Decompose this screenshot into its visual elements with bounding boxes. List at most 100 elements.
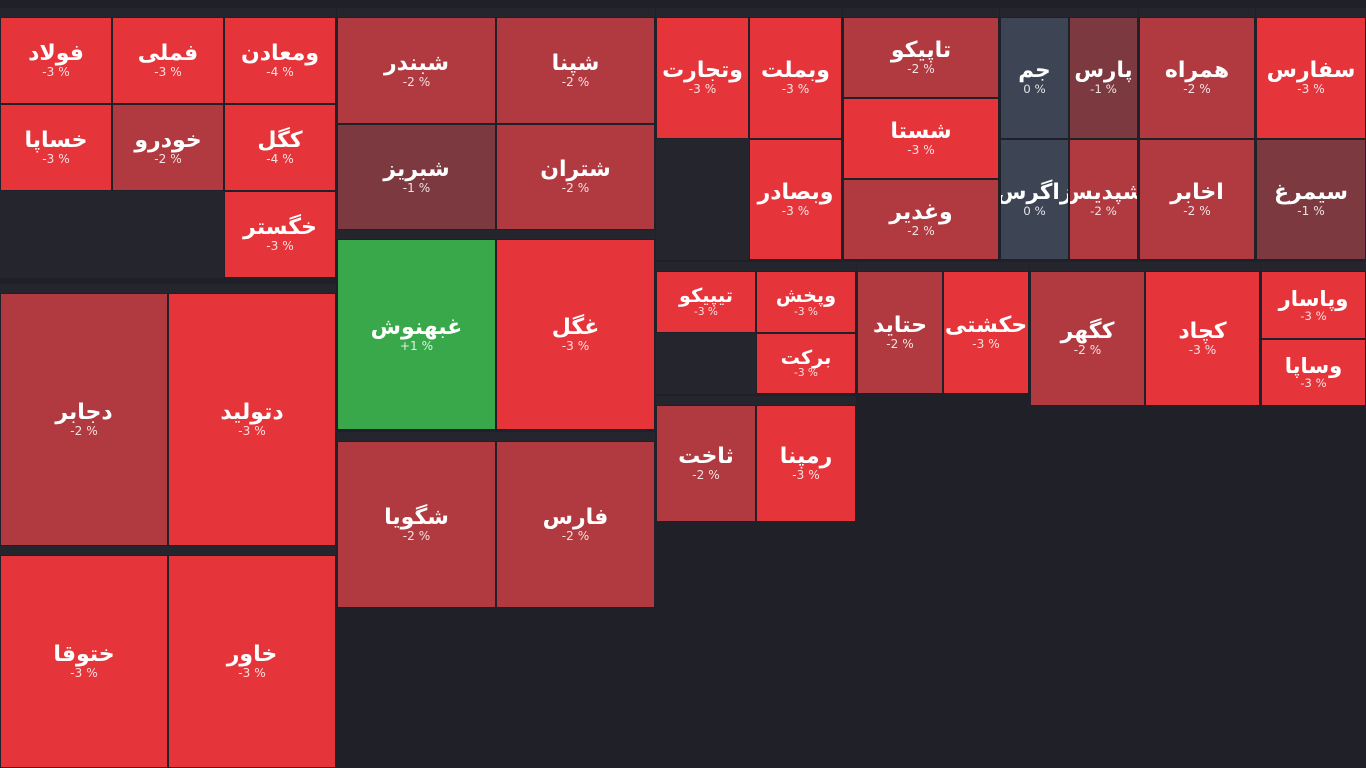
- stock-tile[interactable]: شپدیس-2 %: [1069, 138, 1138, 260]
- stock-symbol: سیمرغ: [1273, 179, 1349, 205]
- sector-3: تاپیکو -2 % شستا -3 % وغدیر -2 %: [843, 8, 999, 260]
- stock-symbol: کچاد: [1178, 318, 1227, 344]
- stock-tile[interactable]: فولاد -3 %: [0, 17, 112, 104]
- stock-change: -1 %: [1297, 203, 1325, 218]
- stock-tile[interactable]: حتاید -2 %: [857, 271, 943, 394]
- stock-tile[interactable]: خودرو -2 %: [112, 104, 224, 191]
- stock-change: -3 %: [1188, 342, 1217, 357]
- stock-tile[interactable]: زاگرس 0 %: [1000, 138, 1069, 260]
- stock-change: -2 %: [561, 74, 590, 89]
- stock-change: -3 %: [794, 367, 818, 379]
- stock-symbol: شبندر: [384, 50, 449, 76]
- stock-tile[interactable]: جم 0 %: [1000, 17, 1069, 139]
- stock-change: -3 %: [266, 238, 294, 253]
- sector-11: کچاد -3 % کگهر -2 %: [1030, 262, 1260, 406]
- stock-tile[interactable]: سیمرغ -1 %: [1256, 138, 1366, 260]
- stock-symbol: جم: [1018, 58, 1051, 84]
- stock-tile[interactable]: تاپیکو -2 %: [843, 17, 999, 98]
- stock-tile[interactable]: شبندر -2 %: [337, 17, 496, 124]
- sector-title: [337, 230, 655, 239]
- stock-tile[interactable]: خاور -3 %: [168, 555, 336, 768]
- stock-change: -2 %: [561, 181, 590, 196]
- stock-tile[interactable]: کگل -4 %: [224, 104, 336, 191]
- stock-tile[interactable]: کگهر -2 %: [1030, 271, 1145, 406]
- stock-symbol: وبملت: [761, 58, 830, 83]
- stock-symbol: برکت: [780, 345, 832, 369]
- stock-change: -2 %: [70, 423, 98, 438]
- sector-title: [0, 8, 336, 17]
- stock-tile[interactable]: وساپا -3 %: [1261, 338, 1366, 406]
- stock-tile[interactable]: خگستر -3 %: [224, 191, 336, 278]
- stock-change: -3 %: [907, 142, 935, 157]
- sector-0: ومعادن -4 % فملی -3 % فولاد -3 % کگل -4 % خودرو -…: [0, 8, 336, 278]
- stock-tile[interactable]: دجابر -2 %: [0, 293, 168, 546]
- stock-symbol: شپنا: [551, 50, 600, 76]
- stock-change: -3 %: [154, 64, 182, 79]
- stock-tile[interactable]: غگل -3 %: [496, 239, 655, 430]
- stock-symbol: وپخش: [775, 284, 837, 308]
- stock-tile[interactable]: رمپنا -3 %: [756, 405, 856, 522]
- stock-tile[interactable]: خساپا -3 %: [0, 104, 112, 191]
- stock-change: -3 %: [42, 151, 70, 166]
- sector-title: [1261, 262, 1366, 271]
- stock-tile[interactable]: شبریز -1 %: [337, 123, 496, 230]
- sector-title: [0, 284, 336, 293]
- stock-symbol: فولاد: [28, 40, 84, 66]
- stock-symbol: خاور: [226, 641, 278, 667]
- stock-symbol: ثاخت: [678, 443, 734, 469]
- stock-symbol: اخابر: [1170, 179, 1224, 205]
- stock-tile[interactable]: وتجارت -3 %: [656, 17, 749, 139]
- sector-title: [1000, 8, 1138, 17]
- stock-tile[interactable]: حکشتی -3 %: [943, 271, 1029, 394]
- stock-tile[interactable]: وبملت -3 %: [749, 17, 842, 139]
- stock-tile[interactable]: اخابر -2 %: [1139, 138, 1255, 260]
- stock-change: -3 %: [972, 336, 1000, 351]
- stock-change: -3 %: [42, 64, 70, 79]
- stock-tile[interactable]: کچاد -3 %: [1145, 271, 1260, 406]
- stock-tile[interactable]: ثاخت -2 %: [656, 405, 756, 522]
- stock-change: -2 %: [402, 528, 431, 543]
- stock-tile[interactable]: تیپیکو -3 %: [656, 271, 756, 333]
- stock-change: -3 %: [561, 338, 590, 353]
- stock-tile[interactable]: غبهنوش +1 %: [337, 239, 496, 430]
- stock-tile[interactable]: فملی -3 %: [112, 17, 224, 104]
- stock-change: -3 %: [238, 423, 266, 438]
- stock-tile[interactable]: وغدیر -2 %: [843, 179, 999, 260]
- stock-tile[interactable]: فارس -2 %: [496, 441, 655, 608]
- stock-symbol: ختوقا: [53, 641, 115, 667]
- stock-tile[interactable]: وپاسار -3 %: [1261, 271, 1366, 339]
- stock-change: -2 %: [886, 336, 914, 351]
- stock-symbol: کگهر: [1060, 318, 1115, 344]
- stock-change: -3 %: [238, 665, 266, 680]
- stock-tile[interactable]: شتران -2 %: [496, 123, 655, 230]
- stock-tile[interactable]: ومعادن -4 %: [224, 17, 336, 104]
- stock-change: -3 %: [794, 305, 818, 318]
- stock-tile[interactable]: پارس -1 %: [1069, 17, 1138, 139]
- sector-7: دتولید -3 % دجابر -2 %: [0, 284, 336, 546]
- stock-symbol: شپدیس: [1070, 179, 1137, 205]
- sector-title: [656, 262, 856, 271]
- stock-tile[interactable]: شگویا -2 %: [337, 441, 496, 608]
- stock-change: -2 %: [1090, 203, 1117, 218]
- stock-tile[interactable]: وپخش -3 %: [756, 271, 856, 333]
- stock-tile[interactable]: دتولید -3 %: [168, 293, 336, 546]
- stock-tile[interactable]: وبصادر -3 %: [749, 138, 842, 260]
- stock-tile[interactable]: شپنا -2 %: [496, 17, 655, 124]
- stock-change: -2 %: [561, 528, 590, 543]
- stock-symbol: کگل: [257, 127, 303, 153]
- stock-tile[interactable]: سفارس -3 %: [1256, 17, 1366, 139]
- stock-change: -2 %: [402, 74, 431, 89]
- stock-symbol: فارس: [542, 504, 609, 530]
- sector-title: [1030, 262, 1260, 271]
- stock-tile[interactable]: شستا -3 %: [843, 98, 999, 179]
- sector-5: همراه -2 % اخابر -2 %: [1139, 8, 1255, 260]
- stock-symbol: خودرو: [134, 127, 202, 153]
- stock-change: -3 %: [792, 467, 820, 482]
- stock-tile[interactable]: همراه -2 %: [1139, 17, 1255, 139]
- stock-tile[interactable]: ختوقا -3 %: [0, 555, 168, 768]
- stock-change: -2 %: [1183, 203, 1211, 218]
- stock-change: -4 %: [266, 151, 294, 166]
- sector-2: وبملت -3 % وتجارت -3 % وبصادر -3 %: [656, 8, 842, 260]
- stock-tile[interactable]: برکت -3 %: [756, 332, 856, 394]
- sector-10: حکشتی -3 % حتاید -2 %: [857, 262, 1029, 394]
